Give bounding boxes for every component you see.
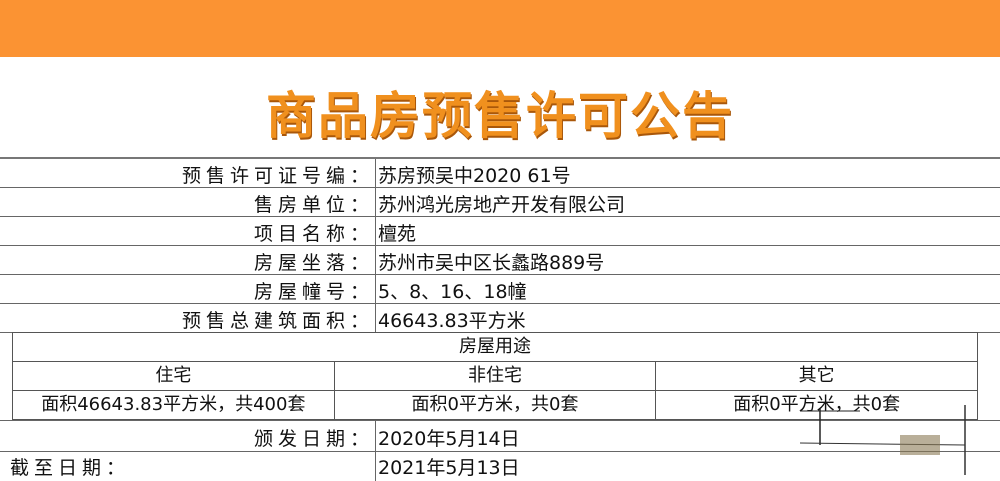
field-label: 房屋坐落： [253,252,374,274]
field-value: 46643.83平方米 [378,310,526,332]
field-label: 房屋幢号： [253,281,374,303]
field-label: 项目名称： [253,223,374,245]
field-value: 5、8、16、18幢 [378,281,527,303]
usage-column-other: 其它 [798,365,835,386]
issue-date-value: 2020年5月14日 [378,428,520,450]
field-value: 檀苑 [378,223,417,245]
usage-header: 房屋用途 [459,336,531,357]
field-label: 预售许可证号编： [181,165,374,187]
field-row-total-area: 预售总建筑面积： 46643.83平方米 [0,304,1000,333]
usage-value-other: 面积0平方米，共0套 [733,394,901,415]
field-row-buildings: 房屋幢号： 5、8、16、18幢 [0,275,1000,304]
field-row-seller: 售房单位： 苏州鸿光房地产开发有限公司 [0,188,1000,217]
field-label: 预售总建筑面积： [181,310,374,332]
issue-date-row: 颁发日期： 2020年5月14日 [0,420,1000,452]
field-label: 售房单位： [253,194,374,216]
usage-value-non-residential: 面积0平方米，共0套 [335,391,657,419]
expiry-date-label: 截至日期： [10,457,131,479]
field-row-project: 项目名称： 檀苑 [0,217,1000,246]
usage-column-non-residential: 非住宅 [335,362,657,390]
issue-date-label: 颁发日期： [253,428,374,450]
field-value: 苏州市吴中区长蠡路889号 [378,252,605,274]
expiry-date-value: 2021年5月13日 [378,457,520,479]
divider [0,157,1000,159]
field-value: 苏房预吴中2020 61号 [378,165,571,187]
page-title: 商品房预售许可公告 [266,86,734,145]
field-value: 苏州鸿光房地产开发有限公司 [378,194,626,216]
expiry-date-row: 截至日期： 2021年5月13日 [0,451,1000,481]
usage-column-residential: 住宅 [13,362,335,390]
field-row-location: 房屋坐落： 苏州市吴中区长蠡路889号 [0,246,1000,275]
field-row-permit-number: 预售许可证号编： 苏房预吴中2020 61号 [0,159,1000,188]
official-seal-mark [800,405,966,475]
usage-value-residential: 面积46643.83平方米，共400套 [13,391,335,419]
usage-table: 房屋用途 住宅 非住宅 其它 面积46643.83平方米，共400套 面积0平方… [12,332,978,420]
header-band [0,0,1000,57]
